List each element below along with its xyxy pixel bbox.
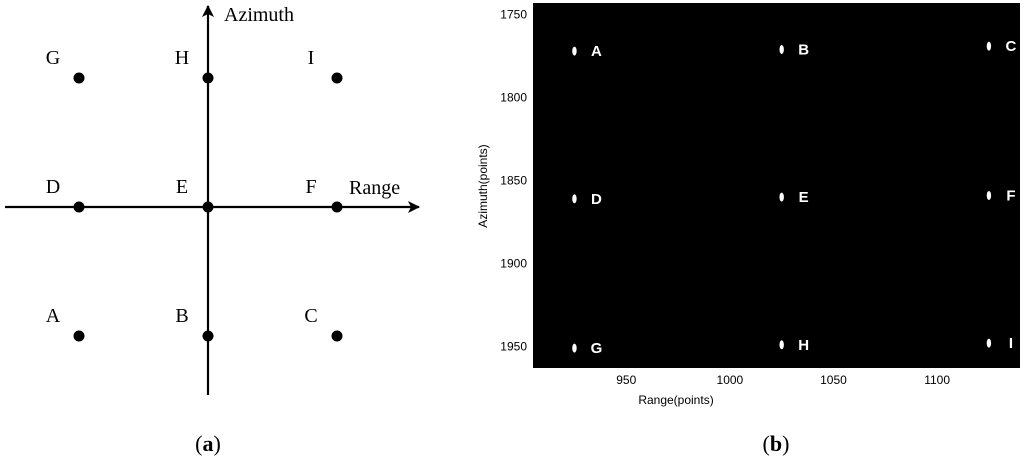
caption-a: (a): [195, 431, 221, 456]
target-dot-g: [73, 72, 85, 84]
imaged-target-f: [986, 190, 992, 200]
x-tick-label: 1100: [924, 373, 950, 387]
x-tick-label: 1000: [717, 373, 744, 387]
target-dot-e: [202, 201, 214, 213]
y-tick-label: 1850: [500, 174, 527, 188]
y-axis-label: Azimuth(points): [476, 144, 490, 227]
target-dot-f: [331, 201, 343, 213]
target-points: A B C D E F G H I: [46, 47, 343, 342]
x-tick-label: 1050: [820, 373, 847, 387]
y-tick-label: 1750: [500, 8, 527, 22]
imaged-target-c: [986, 41, 992, 51]
imaged-target-g: [572, 343, 577, 353]
target-label-d: D: [46, 176, 60, 198]
imaged-target-label-e: E: [799, 189, 809, 206]
y-tick-label: 1900: [500, 256, 527, 270]
imaged-targets: A B C D E F G H I: [572, 38, 1016, 357]
azimuth-axis-label: Azimuth: [224, 4, 294, 26]
imaged-target-d: [572, 194, 577, 204]
imaged-target-b: [779, 44, 784, 54]
imaged-target-h: [779, 340, 784, 350]
panel-b-image: 950 1000 1050 1100 1750 1800 1850 1900 1950 A B C D…: [476, 3, 1020, 456]
imaged-target-label-c: C: [1005, 38, 1016, 55]
x-axis-label: Range(points): [638, 393, 713, 407]
imaged-target-label-b: B: [798, 41, 809, 58]
target-dot-h: [202, 72, 214, 84]
axis-ticks: 950 1000 1050 1100 1750 1800 1850 1900 1950: [500, 8, 950, 387]
imaged-target-label-a: A: [591, 43, 602, 60]
target-dot-d: [73, 201, 85, 213]
imaged-target-i: [986, 338, 992, 348]
target-label-i: I: [308, 47, 315, 69]
panel-a-diagram: Azimuth Range A B C D E F G H I (a): [5, 4, 420, 456]
imaged-target-a: [572, 46, 577, 56]
target-label-a: A: [46, 305, 61, 327]
target-dot-c: [331, 330, 343, 342]
imaged-target-label-h: H: [798, 337, 809, 354]
target-label-e: E: [176, 176, 188, 198]
imaged-target-label-f: F: [1006, 187, 1015, 204]
range-axis-label: Range: [349, 177, 400, 199]
target-dot-i: [331, 72, 343, 84]
y-tick-label: 1800: [500, 91, 527, 105]
imaged-target-label-i: I: [1009, 335, 1013, 352]
imaged-target-e: [779, 192, 784, 202]
imaged-target-label-d: D: [591, 191, 602, 208]
x-tick-label: 950: [616, 373, 636, 387]
image-background: [533, 3, 1020, 368]
target-label-h: H: [175, 47, 189, 69]
caption-b: (b): [763, 431, 790, 456]
imaged-target-label-g: G: [591, 340, 603, 357]
target-dot-a: [73, 330, 85, 342]
target-label-g: G: [46, 47, 60, 69]
target-dot-b: [202, 330, 214, 342]
target-label-b: B: [175, 305, 188, 327]
target-label-c: C: [304, 305, 317, 327]
target-label-f: F: [305, 176, 316, 198]
y-tick-label: 1950: [500, 339, 527, 353]
